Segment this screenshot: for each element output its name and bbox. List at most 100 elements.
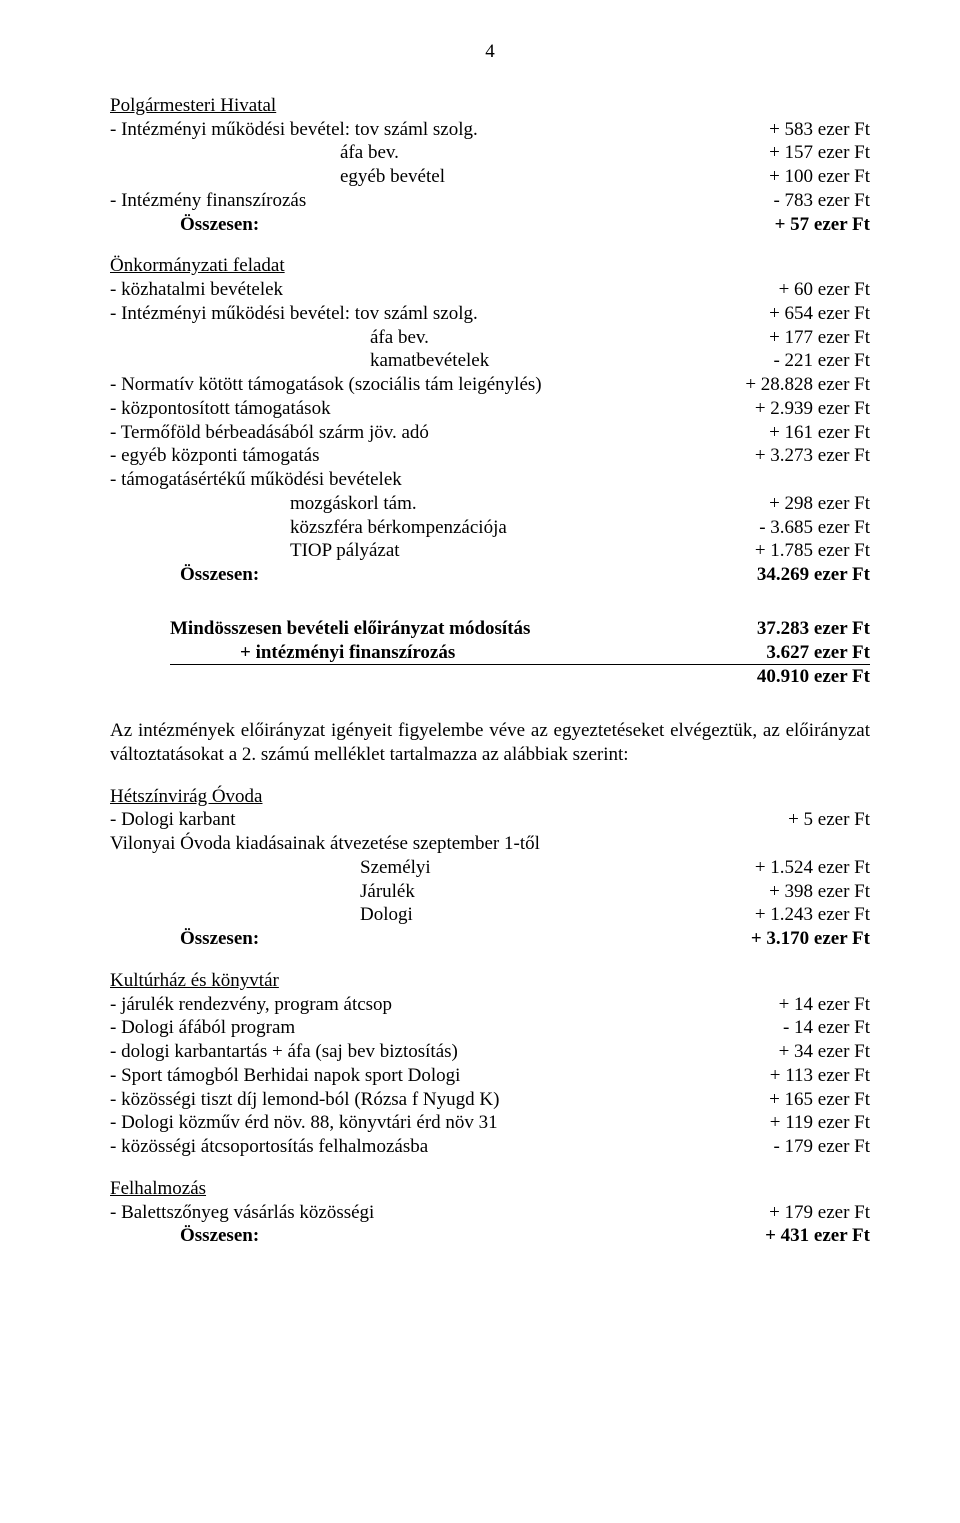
line-total: Összesen: + 431 ezer Ft bbox=[110, 1224, 870, 1248]
line-item: - dologi karbantartás + áfa (saj bev biz… bbox=[110, 1040, 870, 1064]
line-item: - Normatív kötött támogatások (szociális… bbox=[110, 373, 870, 397]
section-polgarmesteri: Polgármesteri Hivatal - Intézményi működ… bbox=[110, 94, 870, 237]
line-item: mozgáskorl tám. + 298 ezer Ft bbox=[110, 492, 870, 516]
total-value: + 3.170 ezer Ft bbox=[731, 927, 870, 951]
total-label: Összesen: bbox=[110, 563, 737, 587]
line-item: Dologi + 1.243 ezer Ft bbox=[110, 903, 870, 927]
item-value: + 654 ezer Ft bbox=[749, 302, 870, 326]
item-value: + 179 ezer Ft bbox=[749, 1201, 870, 1225]
summary-row: + intézményi finanszírozás 3.627 ezer Ft bbox=[170, 641, 870, 666]
item-value: + 298 ezer Ft bbox=[749, 492, 870, 516]
item-label: - dologi karbantartás + áfa (saj bev biz… bbox=[110, 1040, 759, 1064]
line-item: kamatbevételek - 221 ezer Ft bbox=[110, 349, 870, 373]
line-total: Összesen: 34.269 ezer Ft bbox=[110, 563, 870, 587]
item-label: Vilonyai Óvoda kiadásainak átvezetése sz… bbox=[110, 832, 870, 856]
line-item: közszféra bérkompenzációja - 3.685 ezer … bbox=[110, 516, 870, 540]
item-label: - Intézményi működési bevétel: tov száml… bbox=[110, 302, 749, 326]
item-value: + 165 ezer Ft bbox=[749, 1088, 870, 1112]
item-value: + 2.939 ezer Ft bbox=[735, 397, 870, 421]
item-value: + 113 ezer Ft bbox=[750, 1064, 870, 1088]
item-value: + 14 ezer Ft bbox=[759, 993, 870, 1017]
item-label: áfa bev. bbox=[110, 326, 749, 350]
paragraph: Az intézmények előirányzat igényeit figy… bbox=[110, 719, 870, 767]
line-item: - egyéb központi támogatás + 3.273 ezer … bbox=[110, 444, 870, 468]
total-label: Összesen: bbox=[110, 927, 731, 951]
section-onkormanyzati: Önkormányzati feladat - közhatalmi bevét… bbox=[110, 254, 870, 587]
item-value: - 179 ezer Ft bbox=[753, 1135, 870, 1159]
item-value: - 221 ezer Ft bbox=[753, 349, 870, 373]
item-label: Személyi bbox=[110, 856, 735, 880]
item-label: közszféra bérkompenzációja bbox=[110, 516, 739, 540]
item-label: - Dologi áfából program bbox=[110, 1016, 763, 1040]
item-value: + 28.828 ezer Ft bbox=[725, 373, 870, 397]
summary-block: Mindösszesen bevételi előirányzat módosí… bbox=[110, 617, 870, 689]
line-item: áfa bev. + 157 ezer Ft bbox=[110, 141, 870, 165]
item-value: + 1.524 ezer Ft bbox=[735, 856, 870, 880]
section-title: Hétszínvirág Óvoda bbox=[110, 785, 870, 809]
line-item: Járulék + 398 ezer Ft bbox=[110, 880, 870, 904]
summary-grand-total: 40.910 ezer Ft bbox=[170, 665, 870, 689]
summary-label: + intézményi finanszírozás bbox=[170, 641, 746, 665]
item-value: + 3.273 ezer Ft bbox=[735, 444, 870, 468]
item-label: - Intézményi működési bevétel: tov száml… bbox=[110, 118, 749, 142]
document-page: 4 Polgármesteri Hivatal - Intézményi műk… bbox=[0, 0, 960, 1308]
item-label: - Dologi közműv érd növ. 88, könyvtári é… bbox=[110, 1111, 750, 1135]
item-value: + 161 ezer Ft bbox=[749, 421, 870, 445]
item-label: - járulék rendezvény, program átcsop bbox=[110, 993, 759, 1017]
item-label: Járulék bbox=[110, 880, 749, 904]
item-value: + 177 ezer Ft bbox=[749, 326, 870, 350]
item-value: - 14 ezer Ft bbox=[763, 1016, 870, 1040]
item-value: + 34 ezer Ft bbox=[759, 1040, 870, 1064]
item-value: + 1.785 ezer Ft bbox=[735, 539, 870, 563]
item-label: - közösségi átcsoportosítás felhalmozásb… bbox=[110, 1135, 753, 1159]
item-label: kamatbevételek bbox=[110, 349, 753, 373]
total-value: 34.269 ezer Ft bbox=[737, 563, 870, 587]
item-value: + 100 ezer Ft bbox=[749, 165, 870, 189]
section-title: Felhalmozás bbox=[110, 1177, 870, 1201]
line-item: - Sport támogból Berhidai napok sport Do… bbox=[110, 1064, 870, 1088]
line-item: egyéb bevétel + 100 ezer Ft bbox=[110, 165, 870, 189]
line-item: - járulék rendezvény, program átcsop + 1… bbox=[110, 993, 870, 1017]
item-label: mozgáskorl tám. bbox=[110, 492, 749, 516]
line-item: - Dologi közműv érd növ. 88, könyvtári é… bbox=[110, 1111, 870, 1135]
item-value: + 398 ezer Ft bbox=[749, 880, 870, 904]
line-item: - Termőföld bérbeadásából szárm jöv. adó… bbox=[110, 421, 870, 445]
summary-label: Mindösszesen bevételi előirányzat módosí… bbox=[170, 617, 737, 641]
line-item: - közösségi átcsoportosítás felhalmozásb… bbox=[110, 1135, 870, 1159]
line-item: - közhatalmi bevételek + 60 ezer Ft bbox=[110, 278, 870, 302]
section-title: Polgármesteri Hivatal bbox=[110, 94, 870, 118]
item-label: - egyéb központi támogatás bbox=[110, 444, 735, 468]
item-value: + 5 ezer Ft bbox=[768, 808, 870, 832]
line-item: Vilonyai Óvoda kiadásainak átvezetése sz… bbox=[110, 832, 870, 856]
item-label: Dologi bbox=[110, 903, 735, 927]
line-item: Személyi + 1.524 ezer Ft bbox=[110, 856, 870, 880]
section-kulturhaz: Kultúrház és könyvtár - járulék rendezvé… bbox=[110, 969, 870, 1159]
item-label: áfa bev. bbox=[110, 141, 749, 165]
summary-value: 37.283 ezer Ft bbox=[737, 617, 870, 641]
line-item: - Dologi karbant + 5 ezer Ft bbox=[110, 808, 870, 832]
item-label: egyéb bevétel bbox=[110, 165, 749, 189]
summary-row: Mindösszesen bevételi előirányzat módosí… bbox=[170, 617, 870, 641]
item-label: - közhatalmi bevételek bbox=[110, 278, 759, 302]
line-item: - Dologi áfából program - 14 ezer Ft bbox=[110, 1016, 870, 1040]
line-total: Összesen: + 57 ezer Ft bbox=[110, 213, 870, 237]
item-label: - támogatásértékű működési bevételek bbox=[110, 468, 870, 492]
line-item: TIOP pályázat + 1.785 ezer Ft bbox=[110, 539, 870, 563]
item-value: + 119 ezer Ft bbox=[750, 1111, 870, 1135]
item-label: TIOP pályázat bbox=[110, 539, 735, 563]
item-value: - 3.685 ezer Ft bbox=[739, 516, 870, 540]
page-number: 4 bbox=[110, 40, 870, 64]
total-label: Összesen: bbox=[110, 213, 755, 237]
line-item: áfa bev. + 177 ezer Ft bbox=[110, 326, 870, 350]
item-value: + 157 ezer Ft bbox=[749, 141, 870, 165]
line-item: - Balettszőnyeg vásárlás közösségi + 179… bbox=[110, 1201, 870, 1225]
item-value: + 1.243 ezer Ft bbox=[735, 903, 870, 927]
line-item: - központosított támogatások + 2.939 eze… bbox=[110, 397, 870, 421]
item-label: - Balettszőnyeg vásárlás közösségi bbox=[110, 1201, 749, 1225]
section-title: Önkormányzati feladat bbox=[110, 254, 870, 278]
line-item: - közösségi tiszt díj lemond-ból (Rózsa … bbox=[110, 1088, 870, 1112]
summary-value: 3.627 ezer Ft bbox=[746, 641, 870, 665]
total-value: + 431 ezer Ft bbox=[745, 1224, 870, 1248]
item-label: - központosított támogatások bbox=[110, 397, 735, 421]
line-total: Összesen: + 3.170 ezer Ft bbox=[110, 927, 870, 951]
